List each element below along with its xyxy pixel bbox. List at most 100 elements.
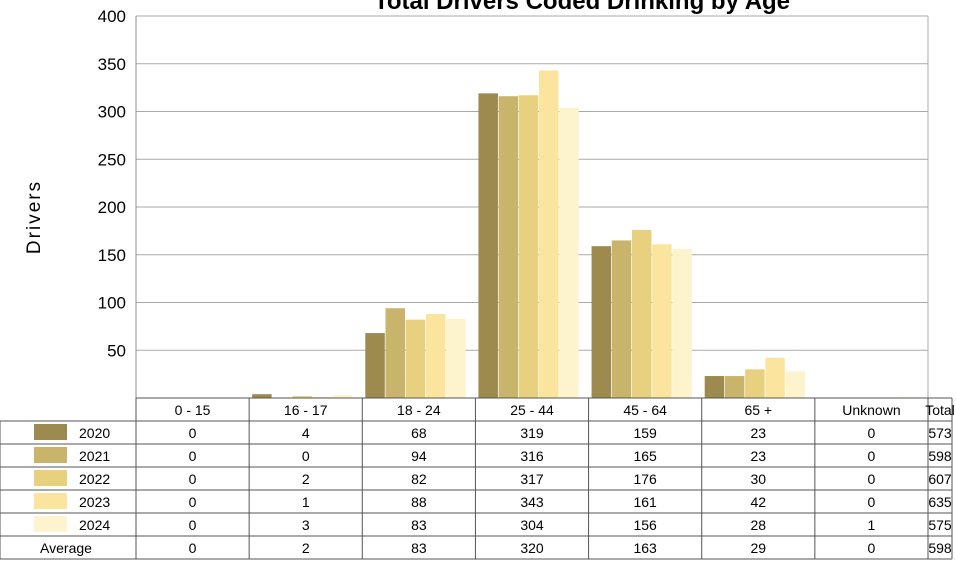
total-header: Total (925, 402, 955, 418)
bar-2022 (631, 229, 652, 398)
y-tick-label: 250 (98, 150, 126, 169)
bars (252, 70, 919, 399)
bar-2020 (704, 376, 725, 398)
y-tick-label: 200 (98, 198, 126, 217)
y-tick-label: 100 (98, 294, 126, 313)
category-label: 0 - 15 (175, 402, 211, 418)
table-cell: 0 (868, 448, 876, 464)
table-cell: 320 (520, 540, 544, 556)
table-cell: 2 (302, 540, 310, 556)
legend-label: 2024 (79, 517, 110, 533)
table-cell: 0 (868, 471, 876, 487)
total-cell: 607 (928, 471, 952, 487)
y-tick-label: 50 (107, 341, 126, 360)
total-cell: 598 (928, 448, 952, 464)
bar-2024 (559, 107, 579, 399)
table-cell: 0 (868, 494, 876, 510)
bar-2022 (292, 396, 313, 398)
table-cell: 30 (750, 471, 766, 487)
y-tick-label: 300 (98, 103, 126, 122)
bar-2021 (498, 96, 519, 398)
bar-2020 (252, 394, 272, 398)
legend-swatch-2023 (34, 493, 67, 509)
table-cell: 316 (520, 448, 544, 464)
table-cell: 42 (750, 494, 766, 510)
category-label: 65 + (744, 402, 772, 418)
table-cell: 343 (520, 494, 544, 510)
legend-label: 2022 (79, 471, 110, 487)
bar-2023 (425, 313, 446, 398)
chart-title: Total Drivers Coded Drinking by Age (374, 0, 790, 15)
bar-2021 (724, 376, 745, 398)
bar-2023 (652, 244, 672, 398)
y-axis-label: Drivers (24, 180, 45, 254)
table-cell: 156 (633, 517, 657, 533)
bar-2020 (591, 246, 612, 398)
table-cell: 1 (302, 494, 310, 510)
legend-swatch-2020 (34, 424, 67, 440)
table-cell: 29 (750, 540, 766, 556)
legend-label: 2023 (79, 494, 110, 510)
table-cell: 304 (520, 517, 544, 533)
bar-2024 (672, 249, 692, 398)
table-cell: 4 (302, 425, 310, 441)
table-cell: 83 (411, 517, 427, 533)
data-table: 0 - 15 16 - 17 18 - 24 25 - 44 45 - 64 65 + Un… (0, 397, 955, 560)
table-cell: 28 (750, 517, 766, 533)
bar-2022 (518, 95, 539, 398)
table-cell: 1 (868, 517, 876, 533)
table-cell: 0 (189, 471, 197, 487)
bar-2022 (745, 369, 765, 398)
category-label: 16 - 17 (284, 402, 328, 418)
bar-2023 (765, 357, 785, 398)
y-axis-ticks: 50 100 150 200 250 300 350 400 (98, 7, 126, 360)
table-cell: 82 (411, 471, 427, 487)
table-cell: 23 (750, 448, 766, 464)
table-cell: 83 (411, 540, 427, 556)
table-cell: 0 (868, 425, 876, 441)
bar-2024 (446, 318, 466, 398)
bar-2020 (478, 93, 498, 398)
category-label: 25 - 44 (510, 402, 554, 418)
table-cell: 3 (302, 517, 310, 533)
table-cell: 0 (189, 494, 197, 510)
category-label: 45 - 64 (623, 402, 667, 418)
table-cell: 23 (750, 425, 766, 441)
y-tick-label: 400 (98, 7, 126, 26)
total-cell: 635 (928, 494, 952, 510)
legend-label: 2021 (79, 448, 110, 464)
table-cell: 163 (633, 540, 657, 556)
bar-2021 (611, 240, 632, 398)
legend-swatch-2024 (34, 516, 67, 532)
bar-2024 (332, 395, 353, 398)
table-cell: 159 (633, 425, 657, 441)
bar-2024 (785, 371, 806, 398)
table-cell: 0 (189, 517, 197, 533)
legend-swatch-2022 (34, 470, 67, 486)
category-label: 18 - 24 (397, 402, 441, 418)
total-cell: 573 (928, 425, 952, 441)
table-cell: 319 (520, 425, 544, 441)
table-cell: 165 (633, 448, 657, 464)
bar-2023 (539, 70, 559, 398)
table-cell: 68 (411, 425, 427, 441)
table-cell: 94 (411, 448, 427, 464)
table-cell: 2 (302, 471, 310, 487)
bar-2020 (365, 333, 385, 398)
legend-label: 2020 (79, 425, 110, 441)
summary-row-label: Average (40, 540, 92, 556)
y-tick-label: 150 (98, 246, 126, 265)
legend-swatch-2021 (34, 447, 67, 463)
table-cell: 176 (633, 471, 657, 487)
bar-2022 (405, 319, 426, 398)
total-cell: 598 (928, 540, 952, 556)
y-tick-label: 350 (98, 55, 126, 74)
table-cell: 317 (520, 471, 544, 487)
table-cell: 0 (189, 540, 197, 556)
total-cell: 575 (928, 517, 952, 533)
table-cell: 0 (189, 448, 197, 464)
table-cell: 88 (411, 494, 427, 510)
table-cell: 0 (302, 448, 310, 464)
table-cell: 161 (633, 494, 657, 510)
